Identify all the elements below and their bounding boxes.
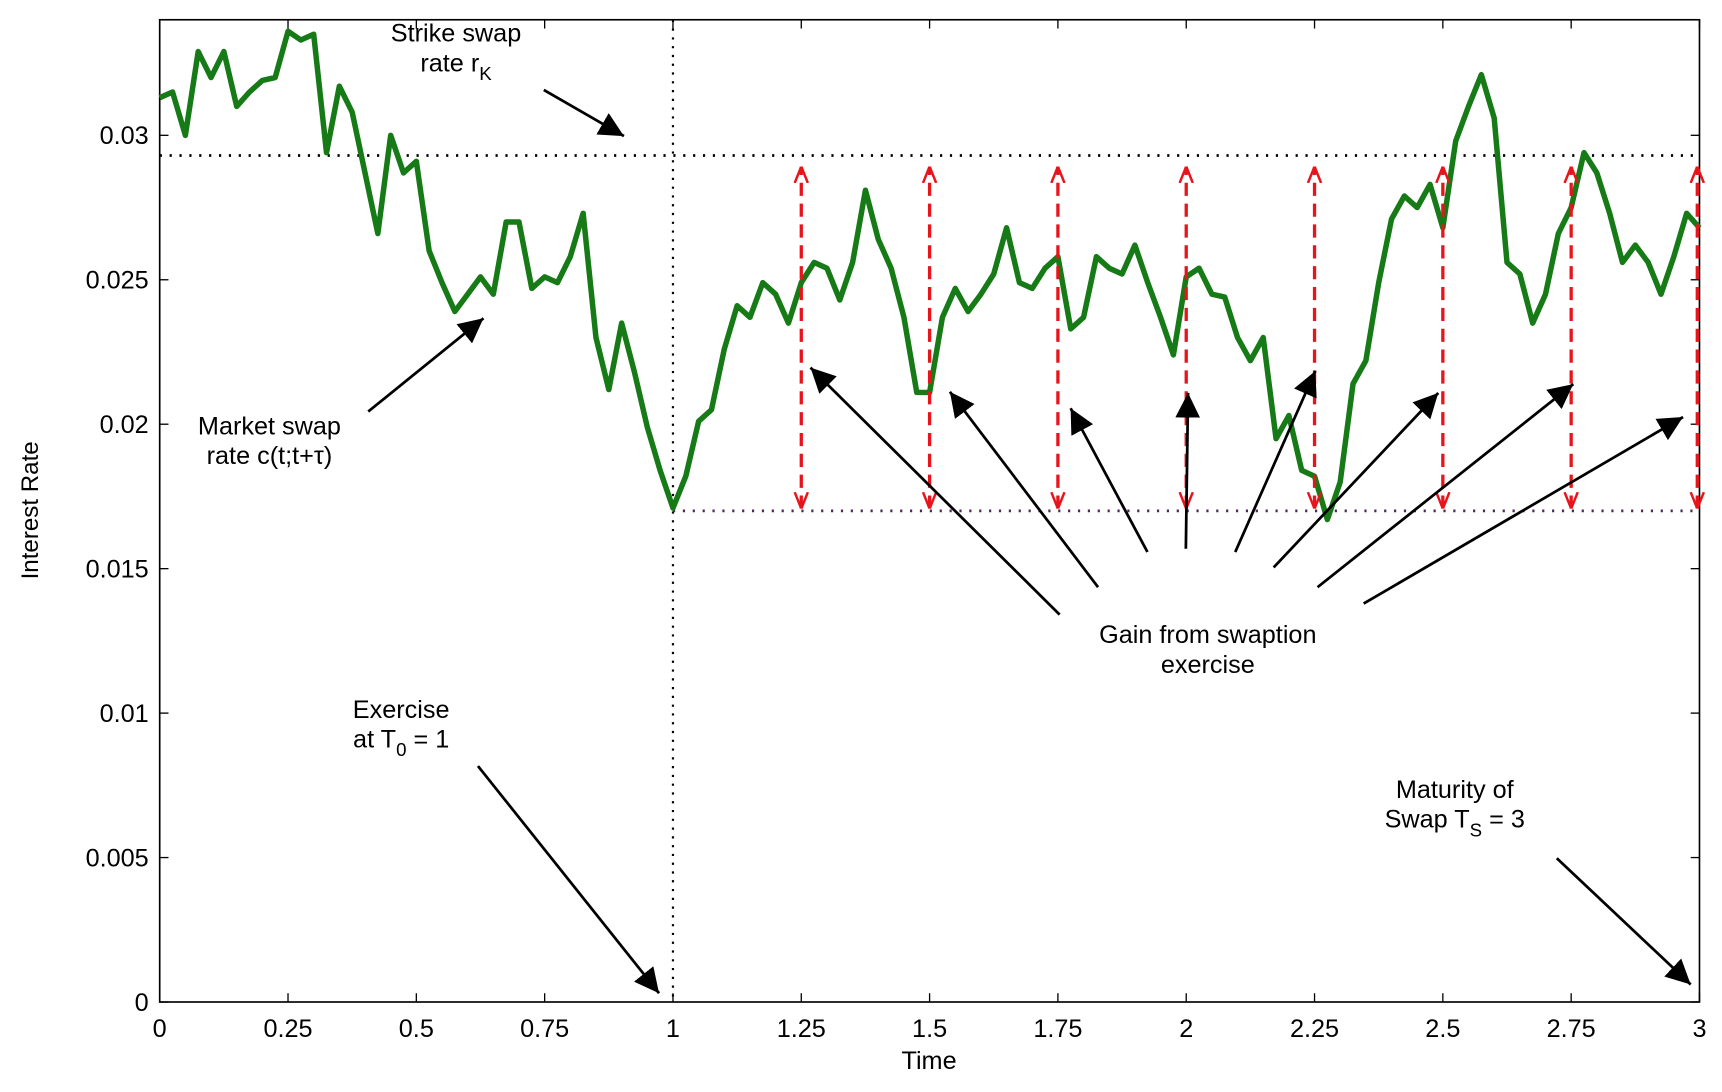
x-tick-label: 0 — [153, 1015, 167, 1043]
x-tick-label: 2 — [1179, 1015, 1193, 1043]
annotation-arrow — [1233, 370, 1317, 553]
annotation: Market swap — [198, 413, 341, 441]
y-tick-label: 0.01 — [100, 700, 149, 728]
annotation-text: Exercise — [353, 696, 450, 724]
x-tick-label: 2.25 — [1290, 1015, 1339, 1043]
y-tick-label: 0.03 — [100, 122, 149, 150]
x-tick-label: 2.75 — [1547, 1015, 1596, 1043]
x-tick-label: 1 — [666, 1015, 680, 1043]
annotation-arrow — [1175, 392, 1201, 549]
annotation: exercise — [1161, 651, 1255, 679]
annotation-text: rate c(t;t+τ) — [207, 442, 333, 470]
y-tick-label: 0.02 — [100, 411, 149, 439]
y-tick-label: 0.025 — [86, 267, 149, 295]
y-tick-label: 0.005 — [86, 844, 149, 872]
annotation-arrow — [1362, 415, 1684, 605]
annotation-arrow — [1272, 391, 1440, 569]
x-tick-label: 0.5 — [399, 1015, 434, 1043]
annotation-arrow — [543, 88, 625, 138]
x-tick-label: 1.75 — [1033, 1015, 1082, 1043]
annotation-arrow — [809, 366, 1061, 616]
annotation-arrow — [948, 390, 1100, 588]
annotation: rate rK — [420, 49, 492, 84]
annotation-arrow — [367, 317, 485, 413]
annotation-text: Maturity of — [1396, 776, 1515, 804]
y-axis-label: Interest Rate — [17, 441, 44, 579]
annotation-text: Strike swap — [391, 20, 521, 48]
x-tick-label: 2.5 — [1425, 1015, 1460, 1043]
annotation-text: Market swap — [198, 413, 341, 441]
annotation-text: at T — [353, 725, 396, 753]
annotation-text: Swap T — [1385, 806, 1470, 834]
annotation: Maturity of — [1396, 776, 1515, 804]
annotation-text: = 1 — [406, 725, 449, 753]
annotation-subscript: S — [1470, 819, 1482, 840]
x-axis-label: Time — [901, 1047, 956, 1075]
annotation: Swap TS = 3 — [1385, 806, 1525, 841]
y-tick-label: 0.015 — [86, 555, 149, 583]
annotation-arrow — [476, 765, 661, 995]
annotation-text: rate r — [420, 49, 479, 77]
annotation-arrow — [1069, 407, 1149, 553]
annotation-text: exercise — [1161, 651, 1255, 679]
annotation-subscript: 0 — [396, 739, 406, 760]
annotation-arrow — [1555, 857, 1692, 986]
annotation-subscript: K — [479, 63, 492, 84]
annotation: at T0 = 1 — [353, 725, 449, 760]
x-tick-label: 3 — [1692, 1015, 1706, 1043]
x-tick-label: 1.5 — [912, 1015, 947, 1043]
annotation: Strike swap — [391, 20, 521, 48]
x-tick-label: 1.25 — [777, 1015, 826, 1043]
annotation-text: = 3 — [1482, 806, 1525, 834]
annotation-arrow — [1316, 383, 1575, 589]
x-tick-label: 0.75 — [520, 1015, 569, 1043]
annotation: rate c(t;t+τ) — [207, 442, 333, 470]
y-tick-label: 0 — [135, 989, 149, 1017]
x-tick-label: 0.25 — [263, 1015, 312, 1043]
annotation: Gain from swaption — [1099, 621, 1316, 649]
annotation: Exercise — [353, 696, 450, 724]
annotation-text: Gain from swaption — [1099, 621, 1316, 649]
